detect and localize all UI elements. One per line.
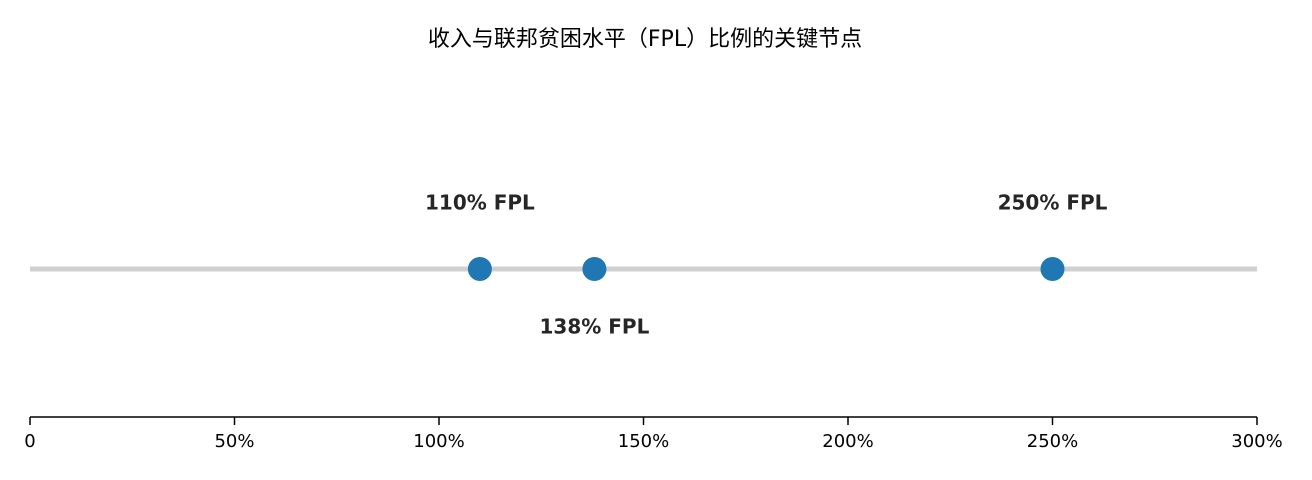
x-tick-label: 200%	[822, 431, 873, 452]
dot	[582, 257, 607, 281]
x-tick-label: 150%	[618, 431, 669, 452]
x-tick-label: 50%	[214, 431, 254, 452]
x-tick-label: 100%	[413, 431, 464, 452]
dot	[1040, 257, 1065, 281]
dot	[467, 257, 492, 281]
x-tick-label: 300%	[1231, 431, 1282, 452]
x-tick-label: 250%	[1027, 431, 1078, 452]
value-label: 250% FPL	[998, 191, 1108, 215]
chart-title: 收入与联邦贫困水平（FPL）比例的关键节点	[428, 27, 862, 52]
value-label: 110% FPL	[425, 191, 535, 215]
value-label: 138% FPL	[540, 315, 650, 339]
x-tick-label: 0	[24, 431, 35, 452]
